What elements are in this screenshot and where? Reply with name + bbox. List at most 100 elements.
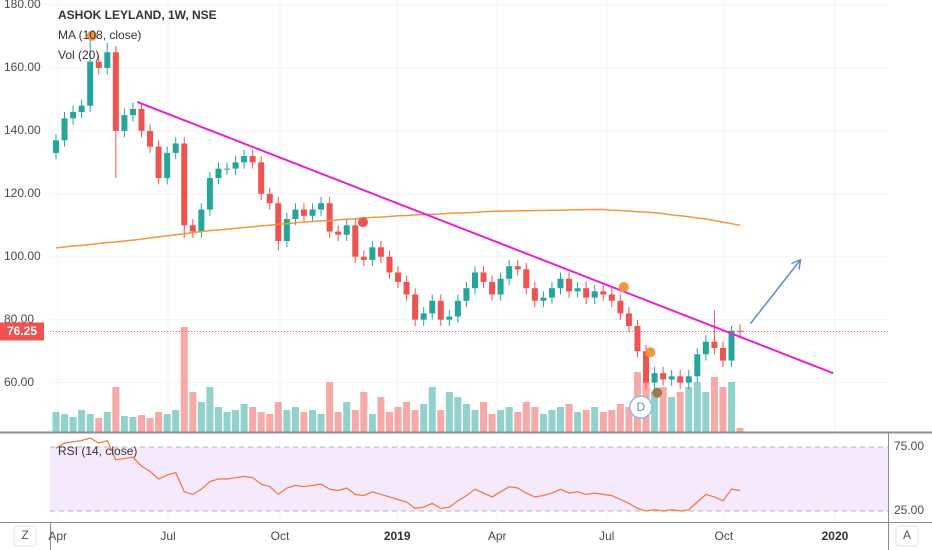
candle-body — [360, 256, 367, 260]
candle-body — [266, 193, 273, 204]
candle-body — [685, 376, 692, 383]
candle-body — [232, 162, 239, 169]
volume-bar — [574, 412, 582, 432]
auto-scale-button[interactable] — [895, 525, 919, 547]
volume-bar — [599, 412, 607, 432]
volume-bar — [69, 417, 77, 432]
candle-body — [617, 300, 624, 314]
candle-body — [702, 341, 709, 355]
volume-bar — [120, 416, 128, 432]
candle-body — [215, 168, 222, 179]
dividend-marker — [629, 395, 653, 419]
rsi-line — [55, 437, 741, 512]
candle-body — [369, 247, 376, 260]
volume-bar — [719, 387, 727, 432]
volume-bar — [232, 410, 240, 432]
volume-bar — [591, 407, 599, 432]
volume-bar — [343, 402, 351, 432]
volume-bar — [360, 392, 368, 432]
candle-body — [309, 209, 316, 216]
candle-body — [292, 209, 299, 219]
volume-bar — [334, 412, 342, 432]
candle-body — [634, 325, 641, 352]
dividend-label: D — [637, 400, 646, 414]
candle-body — [104, 52, 111, 68]
candle-body — [206, 178, 213, 210]
candle-body — [52, 140, 59, 153]
candle-body — [189, 225, 196, 232]
x-tick-label: 2020 — [822, 529, 849, 543]
volume-bar — [514, 412, 522, 432]
candle-body — [412, 294, 419, 320]
candle-body — [548, 288, 555, 298]
volume-bar — [206, 387, 214, 432]
candle-body — [155, 146, 162, 179]
candle-body — [112, 52, 119, 131]
candle-body — [540, 297, 547, 301]
volume-bar — [539, 414, 547, 432]
volume-bar — [249, 407, 257, 432]
event-marker — [86, 30, 97, 41]
candle-body — [138, 108, 145, 131]
candle-body — [121, 115, 128, 131]
event-marker — [652, 387, 663, 398]
candle-body — [728, 330, 735, 361]
volume-bar — [736, 428, 744, 432]
volume-bar — [608, 410, 616, 432]
candle-body — [258, 162, 265, 194]
volume-bar — [61, 414, 69, 432]
candle-body — [694, 354, 701, 377]
volume-bar — [556, 407, 564, 432]
candle-body — [437, 300, 444, 320]
candle-body — [335, 231, 342, 235]
volume-bar — [163, 414, 171, 432]
volume-bar — [685, 387, 693, 432]
zoom-button[interactable] — [13, 525, 37, 547]
candle-body — [78, 105, 85, 113]
volume-bar — [155, 412, 163, 432]
y-tick-label: 160.00 — [4, 60, 41, 74]
volume-bar — [531, 407, 539, 432]
grid-layer — [50, 0, 888, 521]
volume-bar — [616, 404, 624, 432]
candle-body — [172, 143, 179, 153]
volume-bar — [283, 410, 291, 432]
volume-bar — [300, 412, 308, 432]
rsi-tick-label: 75.00 — [894, 439, 924, 453]
candle-body — [377, 247, 384, 257]
volume-bar — [505, 407, 513, 432]
volume-bar — [146, 418, 154, 432]
volume-bar — [565, 404, 573, 432]
chart-title: ASHOK LEYLAND, 1W, NSE — [58, 8, 217, 22]
candle-body — [677, 376, 684, 383]
volume-bar — [522, 402, 530, 432]
candle-body — [600, 291, 607, 295]
rsi-legend: RSI (14, close) — [58, 444, 137, 458]
ma-line — [55, 208, 741, 249]
zoom-button-label[interactable]: Z — [21, 528, 28, 542]
volume-bar — [266, 414, 274, 432]
volume-bar — [52, 412, 60, 432]
candle-body — [241, 156, 248, 163]
volume-bar — [385, 412, 393, 432]
volume-bar — [309, 410, 317, 432]
candle-body — [224, 168, 231, 170]
volume-bar — [86, 414, 94, 432]
candle-body — [591, 291, 598, 298]
event-marker — [357, 217, 368, 228]
volume-bar — [112, 387, 120, 432]
auto-scale-button-label[interactable]: A — [903, 528, 911, 542]
rsi-band — [50, 446, 888, 512]
candle-body — [719, 347, 726, 361]
volume-bar — [651, 392, 659, 432]
volume-bar — [403, 402, 411, 432]
candle-body — [198, 209, 205, 232]
candle-body — [275, 203, 282, 242]
volume-bar — [274, 402, 282, 432]
candle-body — [386, 256, 393, 273]
candle-body — [147, 130, 154, 147]
volume-bar — [445, 392, 453, 432]
y-tick-label: 180.00 — [4, 0, 41, 11]
